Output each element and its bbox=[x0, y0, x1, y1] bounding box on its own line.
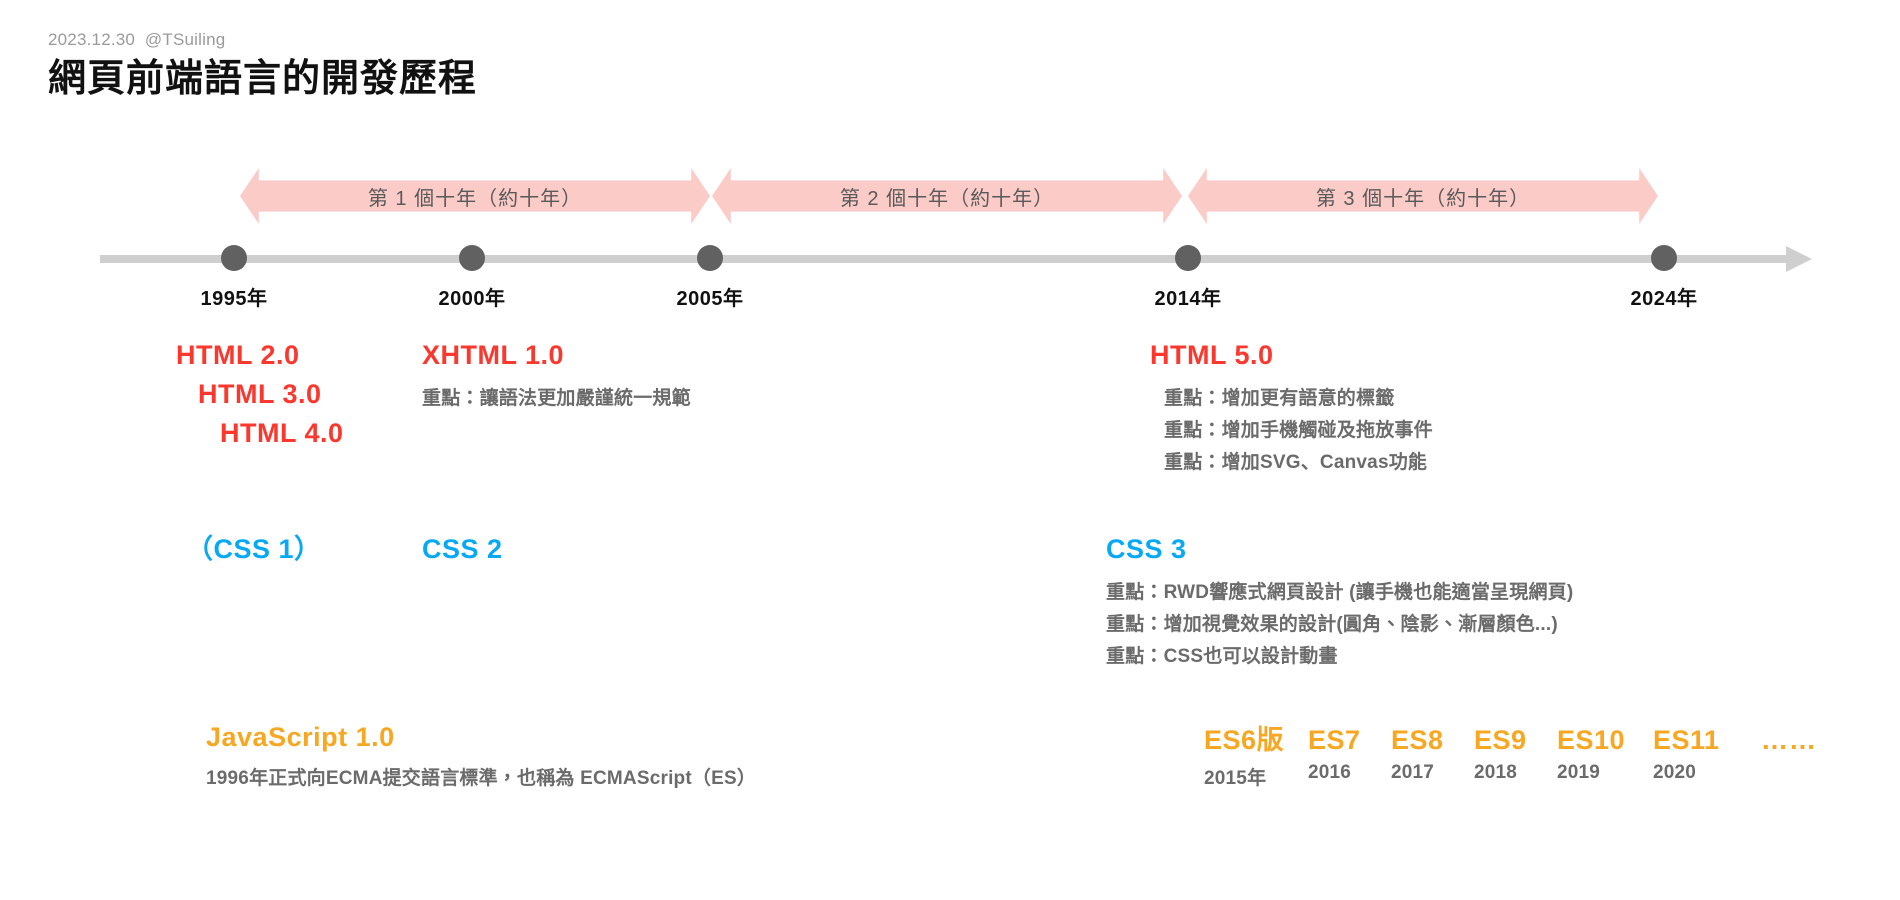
timeline-dot-2005 bbox=[697, 245, 723, 271]
css3-note-1: 重點：RWD響應式網頁設計 (讓手機也能適當呈現網頁) bbox=[1106, 582, 1574, 604]
year-label-2024: 2024年 bbox=[1630, 288, 1698, 310]
html-early-versions: HTML 2.0 HTML 3.0 HTML 4.0 bbox=[176, 336, 344, 453]
decade-arrow-2: 第 2 個十年（約十年） bbox=[712, 168, 1182, 224]
javascript-note: 1996年正式向ECMA提交語言標準，也稱為 ECMAScript（ES） bbox=[206, 768, 757, 790]
html-version-4: HTML 4.0 bbox=[220, 418, 344, 449]
css3-title: CSS 3 bbox=[1106, 534, 1187, 564]
page-header: 2023.12.30 @TSuiling 網頁前端語言的開發歷程 bbox=[48, 30, 1048, 101]
javascript-title: JavaScript 1.0 bbox=[206, 722, 395, 752]
es-version-7: ES7 bbox=[1308, 725, 1361, 755]
xhtml-title: XHTML 1.0 bbox=[422, 340, 565, 370]
html5-note-3: 重點：增加SVG、Canvas功能 bbox=[1164, 451, 1428, 473]
timeline-dot-2024 bbox=[1651, 245, 1677, 271]
css1-entry: （CSS 1） bbox=[186, 530, 322, 569]
es-item-7: ES7 2016 bbox=[1308, 725, 1391, 784]
html5-title: HTML 5.0 bbox=[1150, 340, 1274, 370]
es-year-7: 2016 bbox=[1308, 762, 1352, 783]
css2-entry: CSS 2 bbox=[422, 530, 503, 569]
es-version-10: ES10 bbox=[1557, 725, 1626, 755]
html-version-2: HTML 2.0 bbox=[176, 340, 300, 370]
timeline-axis: 1995年 2000年 2005年 2014年 2024年 bbox=[0, 245, 1900, 316]
year-label-2014: 2014年 bbox=[1154, 288, 1222, 310]
decade-label-2: 第 2 個十年（約十年） bbox=[839, 187, 1055, 210]
css3-notes: 重點：RWD響應式網頁設計 (讓手機也能適當呈現網頁) 重點：增加視覺效果的設計… bbox=[1106, 577, 1573, 673]
es-item-10: ES10 2019 bbox=[1557, 725, 1653, 784]
html5-note-1: 重點：增加更有語意的標籤 bbox=[1164, 388, 1395, 410]
decade-arrow-1: 第 1 個十年（約十年） bbox=[240, 168, 710, 224]
year-label-2005: 2005年 bbox=[676, 288, 744, 310]
javascript-entry: JavaScript 1.0 1996年正式向ECMA提交語言標準，也稱為 EC… bbox=[206, 718, 756, 795]
xhtml-entry: XHTML 1.0 重點：讓語法更加嚴謹統一規範 bbox=[422, 336, 691, 415]
css3-entry: CSS 3 重點：RWD響應式網頁設計 (讓手機也能適當呈現網頁) 重點：增加視… bbox=[1106, 530, 1573, 673]
es-year-8: 2017 bbox=[1391, 762, 1435, 783]
es-year-9: 2018 bbox=[1474, 762, 1518, 783]
html5-entry: HTML 5.0 重點：增加更有語意的標籤 重點：增加手機觸碰及拖放事件 重點：… bbox=[1150, 336, 1433, 479]
es-version-11: ES11 bbox=[1653, 725, 1720, 755]
year-label-2000: 2000年 bbox=[438, 288, 506, 310]
axis-line bbox=[100, 255, 1790, 263]
es-year-10: 2019 bbox=[1557, 762, 1601, 783]
es-year-11: 2020 bbox=[1653, 762, 1697, 783]
css1-title: （CSS 1） bbox=[186, 534, 322, 564]
axis-arrow-icon bbox=[1786, 246, 1812, 272]
page-title: 網頁前端語言的開發歷程 bbox=[48, 58, 478, 100]
es-item-6: ES6版 2015年 bbox=[1204, 718, 1308, 790]
es-item-9: ES9 2018 bbox=[1474, 725, 1557, 784]
xhtml-note-1: 重點：讓語法更加嚴謹統一規範 bbox=[422, 388, 691, 410]
timeline-dot-2000 bbox=[459, 245, 485, 271]
es-item-8: ES8 2017 bbox=[1391, 725, 1474, 784]
html5-note-2: 重點：增加手機觸碰及拖放事件 bbox=[1164, 420, 1433, 442]
es-item-more: …… bbox=[1761, 725, 1817, 756]
es-item-11: ES11 2020 bbox=[1653, 725, 1761, 784]
decade-arrow-3: 第 3 個十年（約十年） bbox=[1188, 168, 1658, 224]
timeline-dot-1995 bbox=[221, 245, 247, 271]
css3-note-3: 重點：CSS也可以設計動畫 bbox=[1106, 645, 1338, 667]
es-more-ellipsis: …… bbox=[1761, 725, 1817, 755]
css2-title: CSS 2 bbox=[422, 534, 503, 564]
es-version-9: ES9 bbox=[1474, 725, 1527, 755]
es-year-6: 2015年 bbox=[1204, 768, 1267, 789]
year-label-1995: 1995年 bbox=[200, 288, 268, 310]
decade-arrow-band: 第 1 個十年（約十年） 第 2 個十年（約十年） 第 3 個十年（約十年） bbox=[0, 168, 1900, 230]
decade-label-3: 第 3 個十年（約十年） bbox=[1315, 187, 1531, 210]
ecmascript-versions: ES6版 2015年 ES7 2016 ES8 2017 ES9 2018 ES… bbox=[1204, 718, 1817, 790]
byline: 2023.12.30 @TSuiling bbox=[48, 30, 226, 49]
decade-label-1: 第 1 個十年（約十年） bbox=[367, 187, 583, 210]
timeline-dot-2014 bbox=[1175, 245, 1201, 271]
css3-note-2: 重點：增加視覺效果的設計(圓角、陰影、漸層顏色...) bbox=[1106, 614, 1558, 636]
es-version-6: ES6版 bbox=[1204, 725, 1285, 755]
html5-notes: 重點：增加更有語意的標籤 重點：增加手機觸碰及拖放事件 重點：增加SVG、Can… bbox=[1164, 383, 1433, 479]
es-version-row: ES6版 2015年 ES7 2016 ES8 2017 ES9 2018 ES… bbox=[1204, 718, 1817, 790]
es-version-8: ES8 bbox=[1391, 725, 1444, 755]
html-version-3: HTML 3.0 bbox=[198, 379, 322, 410]
